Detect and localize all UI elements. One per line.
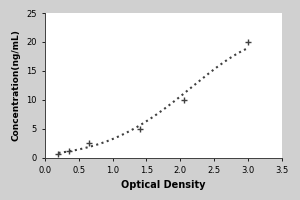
X-axis label: Optical Density: Optical Density [121, 180, 206, 190]
Y-axis label: Concentration(ng/mL): Concentration(ng/mL) [12, 29, 21, 141]
